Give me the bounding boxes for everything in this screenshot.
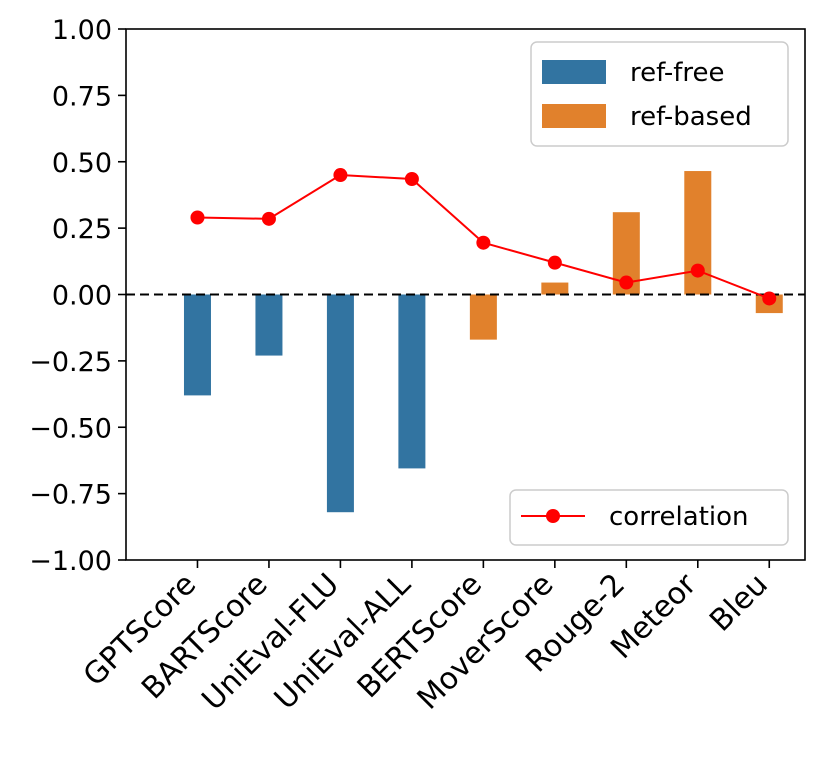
correlation-point [333,168,348,183]
correlation-point [261,211,276,226]
y-tick-label: −0.50 [29,413,112,444]
y-tick-label: 0.50 [52,148,112,179]
y-tick-label: 0.25 [52,214,112,245]
y-tick-label: 0.75 [52,81,112,112]
bar-bertscore [469,294,497,340]
correlation-point [404,172,419,187]
bar-moverscore [541,282,569,295]
x-tick-label: Bleu [703,567,775,639]
correlation-series [190,168,777,306]
y-tick-label: −0.25 [29,347,112,378]
legend-label-ref-free: ref-free [630,58,725,88]
legend-swatch-ref-free [542,60,606,84]
correlation-point [762,291,777,306]
y-axis: 1.00 0.75 0.50 0.25 0.00 −0.25 −0.50 −0.75 −1.00 [29,15,126,577]
legend-label-ref-based: ref-based [630,102,752,132]
correlation-point [476,235,491,250]
legend-line-series: correlation [509,489,789,546]
y-tick-label: 1.00 [52,15,112,46]
bar-unieval-all [398,294,426,469]
correlation-point [690,263,705,278]
bars-group [183,171,783,513]
correlation-point [190,210,205,225]
legend-bar-series: ref-free ref-based [530,41,789,147]
legend-label-correlation: correlation [609,502,749,532]
x-axis: GPTScoreBARTScoreUniEval-FLUUniEval-ALLB… [77,560,775,718]
bar-bartscore [255,294,283,356]
y-tick-label: −0.75 [29,480,112,511]
correlation-point [547,255,562,270]
bar-gptscore [183,294,211,396]
bar-unieval-flu [326,294,354,513]
legend-line-frame [509,489,789,546]
y-tick-label: −1.00 [29,546,112,577]
correlation-point [619,275,634,290]
y-tick-label: 0.00 [52,281,112,312]
legend-swatch-ref-based [542,104,606,128]
legend-line-marker [546,509,560,523]
